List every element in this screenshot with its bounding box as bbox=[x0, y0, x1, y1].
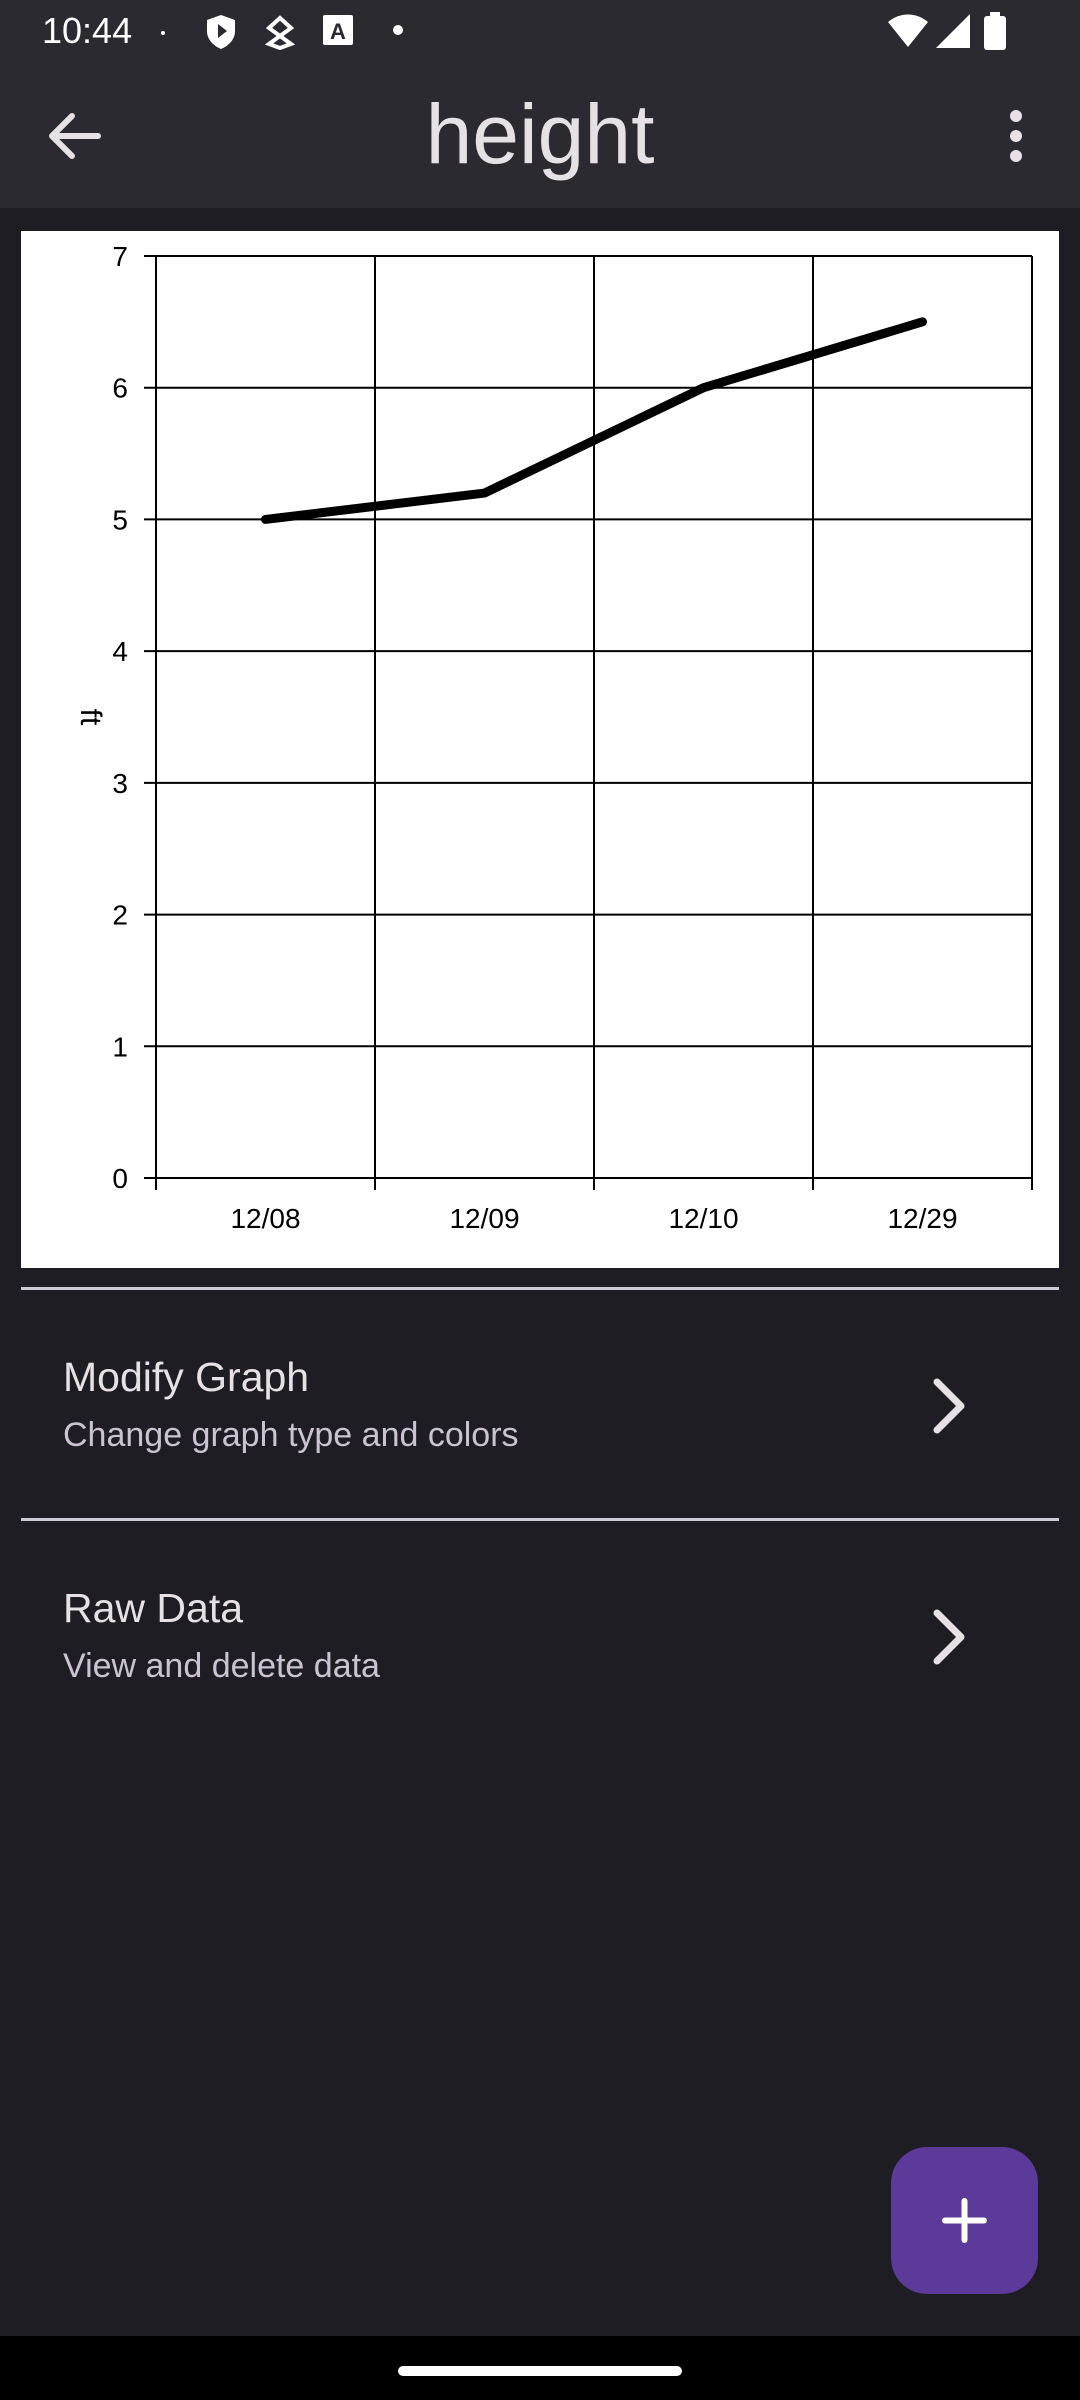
list-item-subtitle: View and delete data bbox=[63, 1647, 380, 1685]
data-point bbox=[918, 317, 927, 326]
list-item-title: Modify Graph bbox=[63, 1354, 310, 1400]
divider bbox=[21, 1518, 1059, 1521]
list-item-title: Raw Data bbox=[63, 1585, 244, 1631]
y-tick-label: 3 bbox=[112, 768, 128, 799]
data-point bbox=[699, 383, 708, 392]
x-tick-label: 12/09 bbox=[449, 1203, 519, 1234]
y-tick-label: 1 bbox=[112, 1031, 128, 1062]
navigation-bar bbox=[0, 2336, 1080, 2400]
chart-card: 0 1 2 3 4 5 6 7 12/08 12/09 12/10 12/29 ft bbox=[21, 231, 1059, 1268]
chevron-right-icon bbox=[933, 1609, 965, 1665]
plus-icon bbox=[942, 2198, 987, 2243]
fingerprint-icon bbox=[265, 15, 295, 50]
dot-icon bbox=[393, 25, 403, 35]
app-bar: height bbox=[0, 62, 1080, 208]
divider bbox=[21, 1287, 1059, 1290]
back-arrow-icon[interactable] bbox=[40, 102, 108, 170]
y-axis-label: ft bbox=[74, 709, 107, 726]
height-line-chart: 0 1 2 3 4 5 6 7 12/08 12/09 12/10 12/29 ft bbox=[74, 241, 1033, 1234]
y-tick-label: 4 bbox=[112, 636, 128, 667]
list-item-subtitle: Change graph type and colors bbox=[63, 1416, 519, 1454]
y-tick-label: 2 bbox=[112, 900, 128, 931]
data-series-line bbox=[261, 317, 927, 524]
x-tick-label: 12/29 bbox=[887, 1203, 957, 1234]
modify-graph-item[interactable]: Modify Graph Change graph type and color… bbox=[0, 1290, 1080, 1515]
page-title: height bbox=[425, 87, 655, 181]
battery-icon bbox=[984, 12, 1006, 50]
dot-icon bbox=[161, 31, 165, 35]
y-tick-label: 6 bbox=[112, 373, 128, 404]
y-tick-label: 0 bbox=[112, 1163, 128, 1194]
x-tick-label: 12/08 bbox=[230, 1203, 300, 1234]
add-button[interactable] bbox=[891, 2147, 1038, 2294]
y-tick-label: 5 bbox=[112, 504, 128, 535]
shield-icon bbox=[207, 15, 235, 49]
data-point bbox=[480, 489, 489, 498]
home-indicator[interactable] bbox=[398, 2366, 682, 2376]
x-tick-label: 12/10 bbox=[668, 1203, 738, 1234]
raw-data-item[interactable]: Raw Data View and delete data bbox=[0, 1521, 1080, 1746]
svg-text:A: A bbox=[330, 19, 346, 44]
more-options-icon[interactable] bbox=[1000, 102, 1040, 170]
font-a-icon: A bbox=[323, 15, 353, 45]
wifi-icon bbox=[888, 14, 928, 47]
status-time: 10:44 bbox=[42, 10, 133, 51]
chevron-right-icon bbox=[933, 1378, 965, 1434]
y-tick-label: 7 bbox=[112, 241, 128, 272]
data-point bbox=[261, 515, 270, 524]
status-bar: 10:44 A bbox=[0, 0, 1080, 62]
signal-icon bbox=[936, 14, 970, 48]
